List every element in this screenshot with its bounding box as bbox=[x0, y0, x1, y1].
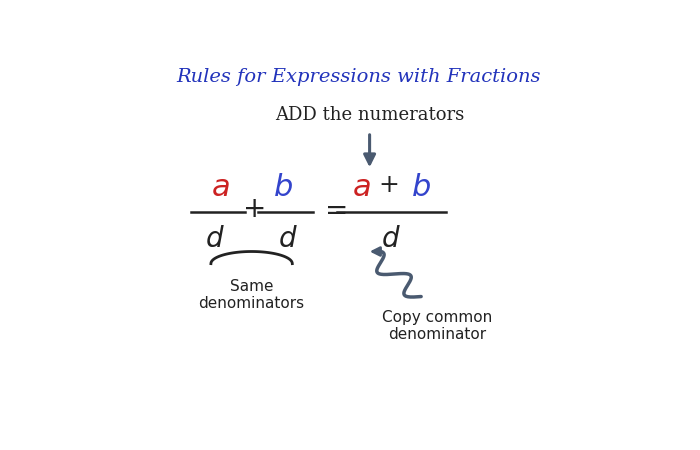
Text: Rules for Expressions with Fractions: Rules for Expressions with Fractions bbox=[176, 68, 541, 86]
Text: ADD the numerators: ADD the numerators bbox=[275, 106, 464, 124]
Text: Same
denominators: Same denominators bbox=[199, 279, 304, 311]
Text: $=$: $=$ bbox=[319, 196, 347, 223]
Text: $\mathit{a}$: $\mathit{a}$ bbox=[211, 172, 230, 203]
Text: $\mathit{b}$: $\mathit{b}$ bbox=[411, 172, 431, 203]
Text: Copy common
denominator: Copy common denominator bbox=[382, 310, 493, 342]
Text: $\mathit{d}$: $\mathit{d}$ bbox=[279, 226, 298, 253]
Text: $\mathit{d}$: $\mathit{d}$ bbox=[205, 226, 225, 253]
Text: $\mathit{a}$: $\mathit{a}$ bbox=[352, 172, 371, 203]
Text: $\mathit{b}$: $\mathit{b}$ bbox=[273, 172, 293, 203]
Text: $+$: $+$ bbox=[379, 174, 399, 197]
Text: $+$: $+$ bbox=[241, 196, 264, 223]
Text: $\mathit{d}$: $\mathit{d}$ bbox=[382, 226, 401, 253]
